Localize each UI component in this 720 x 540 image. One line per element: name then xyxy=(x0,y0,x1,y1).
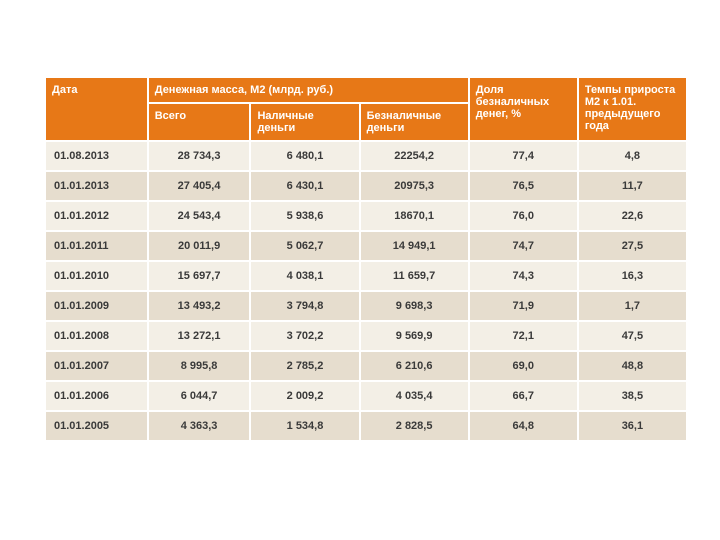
cell-cash: 5 938,6 xyxy=(250,201,359,231)
cell-share: 71,9 xyxy=(469,291,578,321)
table-row: 01.01.200813 272,13 702,29 569,972,147,5 xyxy=(45,321,687,351)
table-row: 01.01.20078 995,82 785,26 210,669,048,8 xyxy=(45,351,687,381)
cell-noncash: 18670,1 xyxy=(360,201,469,231)
cell-growth: 16,3 xyxy=(578,261,687,291)
cell-growth: 47,5 xyxy=(578,321,687,351)
cell-growth: 22,6 xyxy=(578,201,687,231)
table-row: 01.08.201328 734,36 480,122254,277,44,8 xyxy=(45,141,687,171)
cell-share: 74,3 xyxy=(469,261,578,291)
cell-date: 01.01.2009 xyxy=(45,291,148,321)
table-row: 01.01.201015 697,74 038,111 659,774,316,… xyxy=(45,261,687,291)
cell-cash: 4 038,1 xyxy=(250,261,359,291)
cell-date: 01.01.2005 xyxy=(45,411,148,441)
table-row: 01.01.201120 011,95 062,714 949,174,727,… xyxy=(45,231,687,261)
cell-date: 01.01.2006 xyxy=(45,381,148,411)
cell-total: 13 493,2 xyxy=(148,291,251,321)
cell-date: 01.08.2013 xyxy=(45,141,148,171)
cell-noncash: 9 698,3 xyxy=(360,291,469,321)
cell-cash: 6 480,1 xyxy=(250,141,359,171)
cell-share: 69,0 xyxy=(469,351,578,381)
cell-cash: 1 534,8 xyxy=(250,411,359,441)
cell-date: 01.01.2007 xyxy=(45,351,148,381)
cell-cash: 2 009,2 xyxy=(250,381,359,411)
table-header: Дата Денежная масса, М2 (млрд. руб.) Дол… xyxy=(45,77,687,141)
col-m2-group: Денежная масса, М2 (млрд. руб.) xyxy=(148,77,469,103)
cell-date: 01.01.2010 xyxy=(45,261,148,291)
cell-noncash: 6 210,6 xyxy=(360,351,469,381)
cell-cash: 3 702,2 xyxy=(250,321,359,351)
cell-noncash: 11 659,7 xyxy=(360,261,469,291)
cell-cash: 5 062,7 xyxy=(250,231,359,261)
cell-share: 64,8 xyxy=(469,411,578,441)
cell-total: 20 011,9 xyxy=(148,231,251,261)
cell-date: 01.01.2013 xyxy=(45,171,148,201)
col-noncash: Безналичные деньги xyxy=(360,103,469,141)
cell-date: 01.01.2011 xyxy=(45,231,148,261)
col-share: Доля безналичных денег, % xyxy=(469,77,578,141)
table-row: 01.01.20054 363,31 534,82 828,564,836,1 xyxy=(45,411,687,441)
cell-share: 66,7 xyxy=(469,381,578,411)
cell-date: 01.01.2008 xyxy=(45,321,148,351)
cell-noncash: 9 569,9 xyxy=(360,321,469,351)
cell-total: 27 405,4 xyxy=(148,171,251,201)
col-date: Дата xyxy=(45,77,148,141)
cell-total: 8 995,8 xyxy=(148,351,251,381)
col-total: Всего xyxy=(148,103,251,141)
table-body: 01.08.201328 734,36 480,122254,277,44,80… xyxy=(45,141,687,441)
cell-growth: 4,8 xyxy=(578,141,687,171)
cell-share: 76,5 xyxy=(469,171,578,201)
cell-noncash: 22254,2 xyxy=(360,141,469,171)
cell-growth: 27,5 xyxy=(578,231,687,261)
cell-total: 24 543,4 xyxy=(148,201,251,231)
cell-total: 6 044,7 xyxy=(148,381,251,411)
cell-total: 28 734,3 xyxy=(148,141,251,171)
table-row: 01.01.201327 405,46 430,120975,376,511,7 xyxy=(45,171,687,201)
cell-cash: 6 430,1 xyxy=(250,171,359,201)
table-row: 01.01.200913 493,23 794,89 698,371,91,7 xyxy=(45,291,687,321)
cell-growth: 48,8 xyxy=(578,351,687,381)
cell-share: 77,4 xyxy=(469,141,578,171)
cell-growth: 36,1 xyxy=(578,411,687,441)
cell-noncash: 4 035,4 xyxy=(360,381,469,411)
cell-total: 15 697,7 xyxy=(148,261,251,291)
cell-growth: 1,7 xyxy=(578,291,687,321)
cell-cash: 3 794,8 xyxy=(250,291,359,321)
cell-total: 4 363,3 xyxy=(148,411,251,441)
cell-share: 72,1 xyxy=(469,321,578,351)
col-cash: Наличные деньги xyxy=(250,103,359,141)
cell-total: 13 272,1 xyxy=(148,321,251,351)
data-table-container: Дата Денежная масса, М2 (млрд. руб.) Дол… xyxy=(44,76,688,442)
cell-date: 01.01.2012 xyxy=(45,201,148,231)
cell-growth: 38,5 xyxy=(578,381,687,411)
cell-noncash: 14 949,1 xyxy=(360,231,469,261)
table-row: 01.01.20066 044,72 009,24 035,466,738,5 xyxy=(45,381,687,411)
cell-share: 74,7 xyxy=(469,231,578,261)
cell-noncash: 20975,3 xyxy=(360,171,469,201)
money-supply-table: Дата Денежная масса, М2 (млрд. руб.) Дол… xyxy=(44,76,688,442)
cell-share: 76,0 xyxy=(469,201,578,231)
cell-noncash: 2 828,5 xyxy=(360,411,469,441)
table-row: 01.01.201224 543,45 938,618670,176,022,6 xyxy=(45,201,687,231)
cell-growth: 11,7 xyxy=(578,171,687,201)
col-growth: Темпы прироста М2 к 1.01. предыдущего го… xyxy=(578,77,687,141)
cell-cash: 2 785,2 xyxy=(250,351,359,381)
